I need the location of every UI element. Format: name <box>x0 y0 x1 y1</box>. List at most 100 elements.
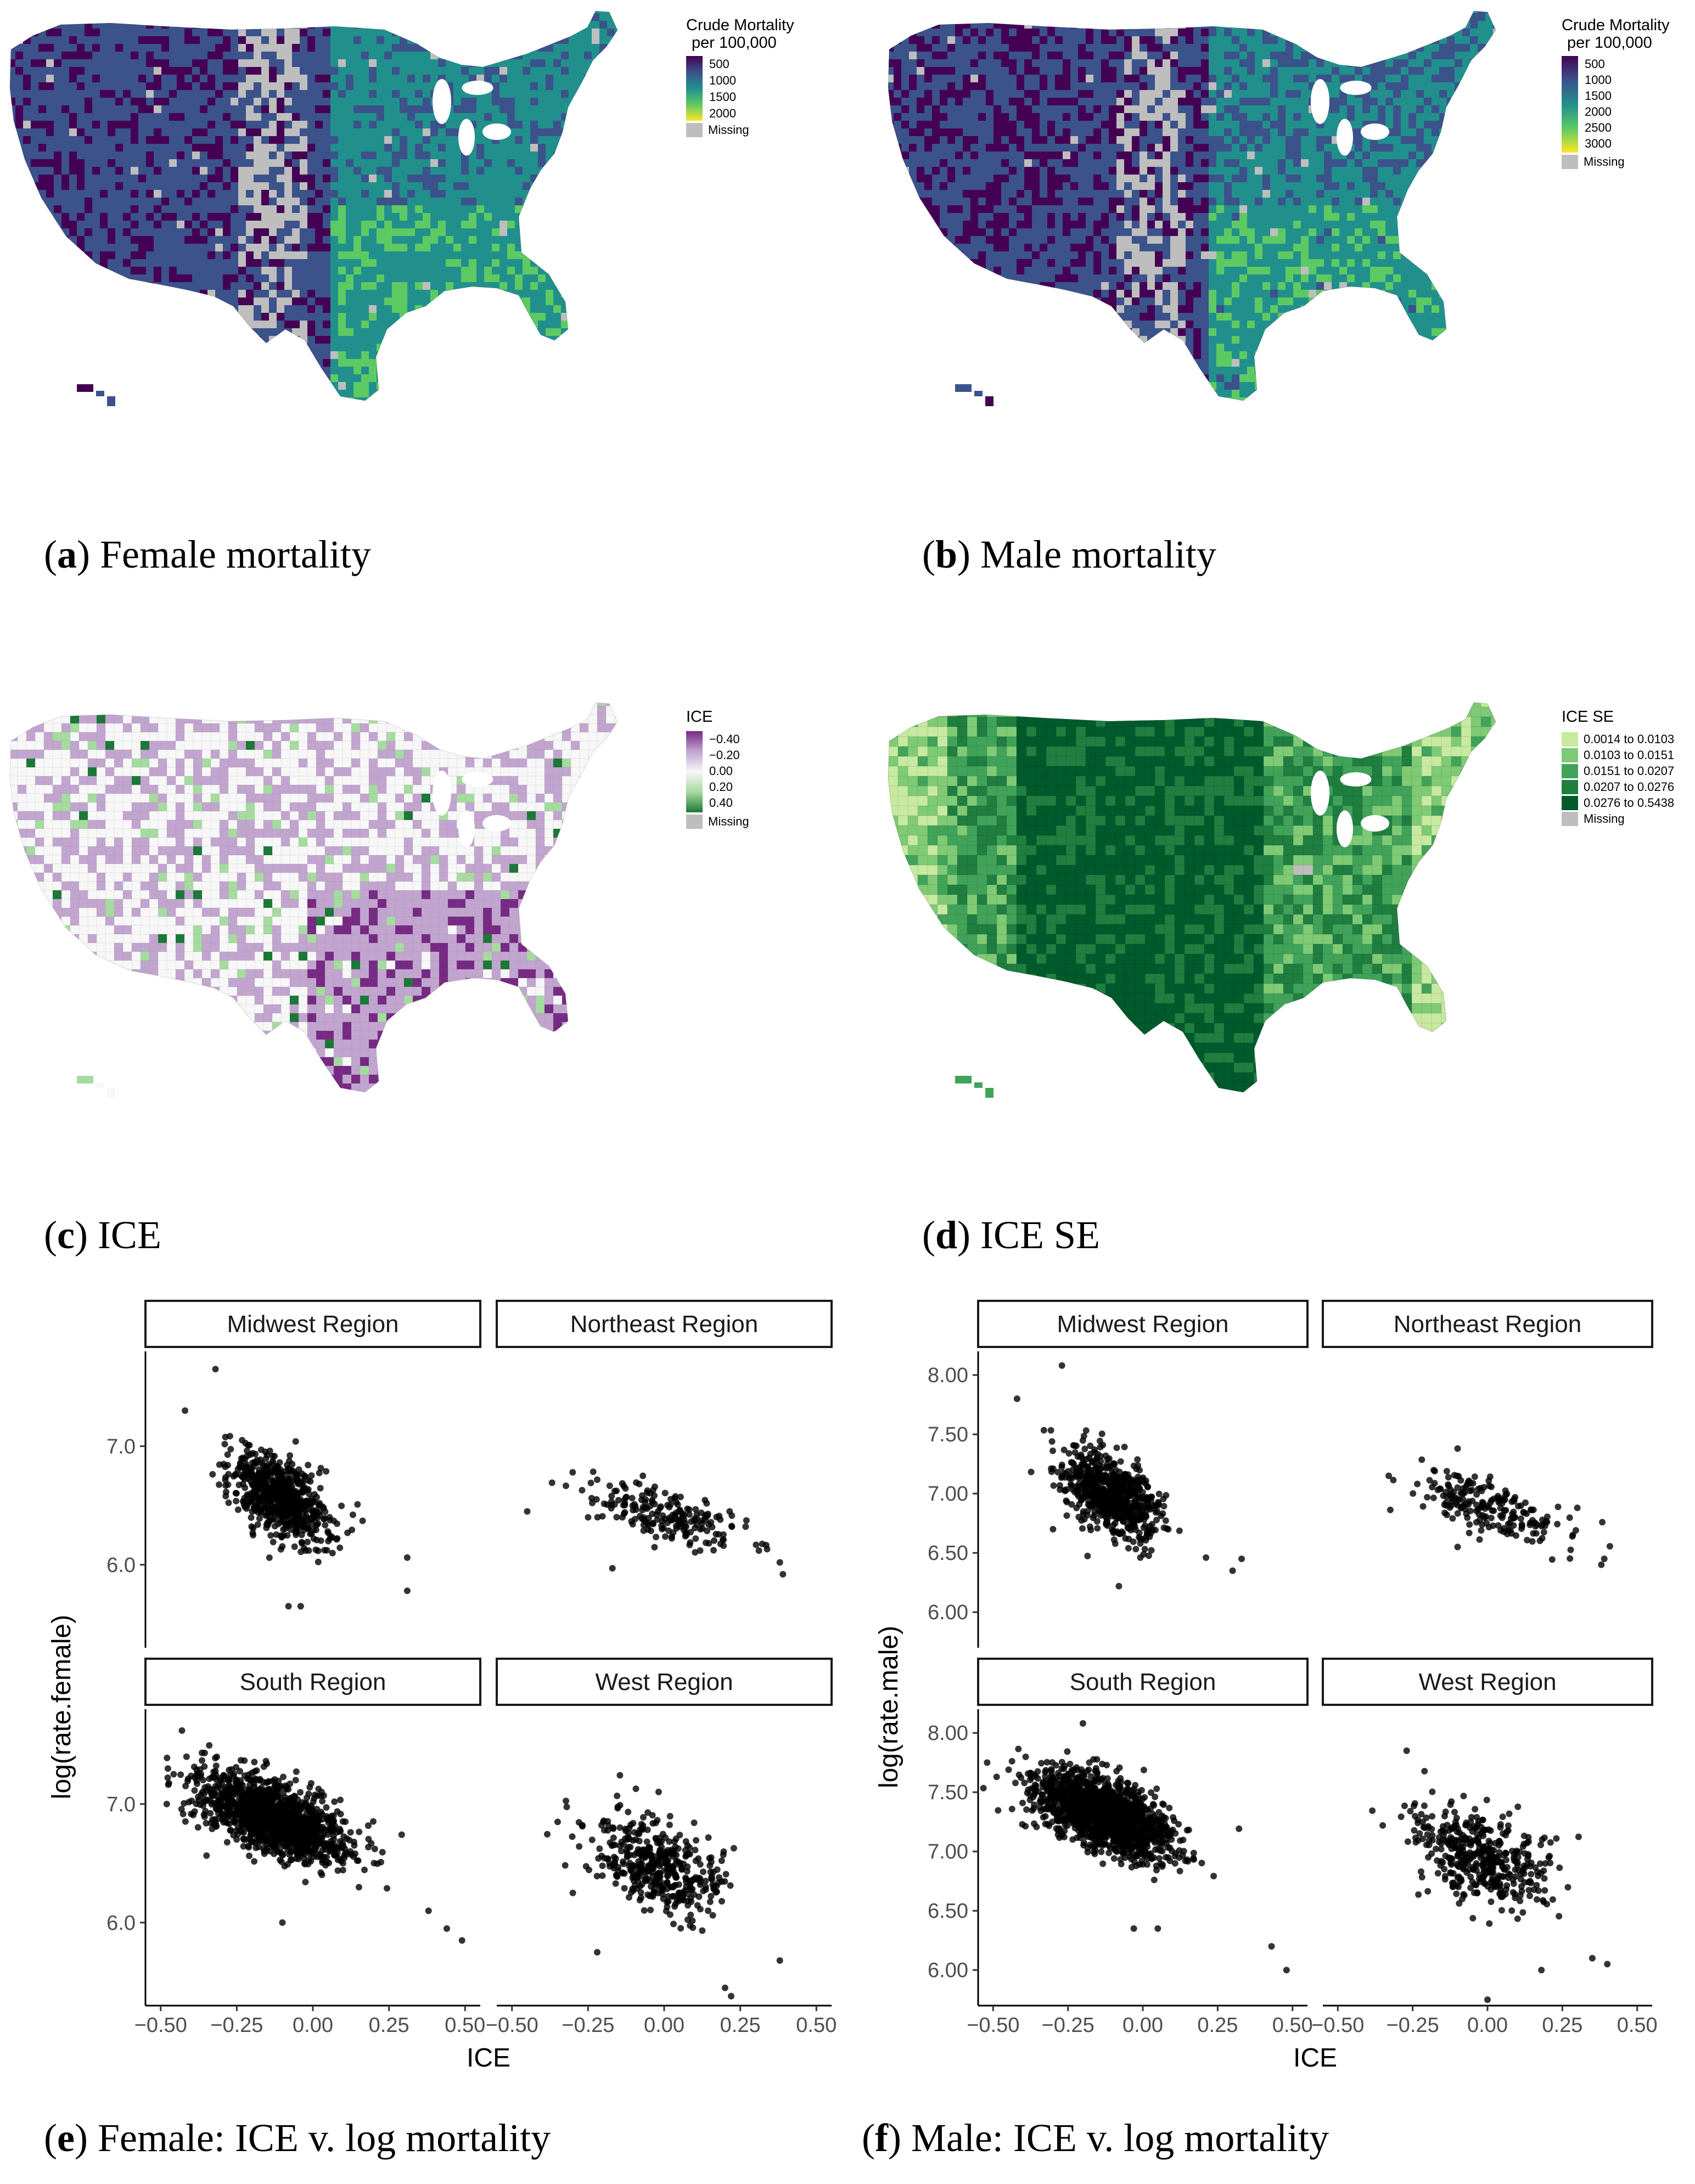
county-cell <box>1493 13 1496 21</box>
county-cell <box>607 374 615 383</box>
county-cell <box>523 336 535 344</box>
county-cell <box>54 236 62 244</box>
county-cell <box>576 251 589 263</box>
county-cell <box>100 328 108 336</box>
county-cell <box>338 121 346 129</box>
county-cell <box>361 182 369 190</box>
county-cell <box>607 244 615 252</box>
county-cell <box>576 113 589 121</box>
county-cell <box>246 11 254 14</box>
county-cell <box>0 313 8 321</box>
county-cell <box>538 390 546 398</box>
county-cell <box>61 52 70 60</box>
county-cell <box>38 305 47 313</box>
county-cell <box>54 228 62 237</box>
county-cell <box>584 420 592 433</box>
county-cell <box>1416 11 1424 14</box>
county-cell <box>622 221 631 229</box>
county-cell <box>292 244 300 252</box>
county-cell <box>446 297 454 310</box>
county-cell <box>476 328 485 340</box>
county-cell <box>561 228 569 240</box>
county-cell <box>300 382 308 394</box>
county-cell <box>254 367 262 375</box>
county-cell <box>61 75 70 83</box>
county-cell <box>223 313 231 325</box>
county-cell <box>15 213 28 221</box>
county-cell <box>92 13 100 21</box>
county-cell <box>484 351 497 360</box>
county-cell <box>85 313 93 321</box>
county-cell <box>69 75 77 83</box>
county-cell <box>200 59 208 68</box>
hawaii-island <box>77 384 93 392</box>
county-cell <box>69 52 77 60</box>
county-cell <box>476 305 485 317</box>
county-cell <box>146 313 159 321</box>
county-cell <box>338 29 346 37</box>
county-cell <box>231 90 239 98</box>
county-cell <box>361 328 369 336</box>
county-cell <box>207 413 216 425</box>
county-cell <box>377 29 385 37</box>
county-cell <box>607 313 615 321</box>
county-cell <box>492 321 500 329</box>
county-cell <box>85 344 93 352</box>
county-cell <box>138 36 147 44</box>
county-cell <box>15 259 24 271</box>
county-cell <box>1493 11 1496 14</box>
county-cell <box>46 305 54 313</box>
county-cell <box>54 313 62 325</box>
county-cell <box>546 198 554 210</box>
county-cell <box>10 344 16 356</box>
county-cell <box>15 413 24 421</box>
county-cell <box>446 328 458 340</box>
county-cell <box>154 313 162 321</box>
county-cell <box>507 290 515 302</box>
county-cell <box>361 205 369 214</box>
county-cell <box>361 420 369 429</box>
county-cell <box>131 344 139 352</box>
county-cell <box>592 367 600 375</box>
county-cell <box>553 44 562 52</box>
county-cell <box>115 336 124 344</box>
county-cell <box>476 29 485 41</box>
county-cell <box>10 144 16 152</box>
county-cell <box>1485 36 1494 48</box>
county-cell <box>461 221 469 229</box>
county-cell <box>338 21 346 29</box>
county-cell <box>100 367 113 375</box>
county-cell <box>1278 13 1290 21</box>
county-cell <box>284 267 293 275</box>
county-cell <box>1378 13 1386 21</box>
county-cell <box>154 374 162 383</box>
county-cell <box>77 313 85 321</box>
county-cell <box>115 244 124 252</box>
county-cell <box>1147 11 1155 18</box>
county-cell <box>154 359 166 371</box>
county-cell <box>453 105 462 114</box>
county-cell <box>469 267 477 275</box>
county-cell <box>200 328 208 336</box>
county-cell <box>69 282 82 290</box>
county-cell <box>384 336 392 344</box>
county-cell <box>108 282 116 294</box>
county-cell <box>15 175 24 183</box>
county-cell <box>207 359 216 367</box>
county-cell <box>461 11 469 18</box>
county-cell <box>330 44 339 52</box>
county-cell <box>69 151 77 160</box>
county-cell <box>246 267 254 275</box>
county-cell <box>538 90 546 98</box>
county-cell <box>392 374 405 383</box>
county-cell <box>592 228 604 237</box>
county-cell <box>1017 11 1025 14</box>
county-cell <box>154 221 162 229</box>
county-cell <box>576 121 589 133</box>
county-cell <box>438 420 446 433</box>
county-cell <box>223 274 231 283</box>
county-cell <box>446 313 454 321</box>
county-cell <box>569 159 581 167</box>
county-cell <box>369 182 377 190</box>
county-cell <box>138 313 147 325</box>
